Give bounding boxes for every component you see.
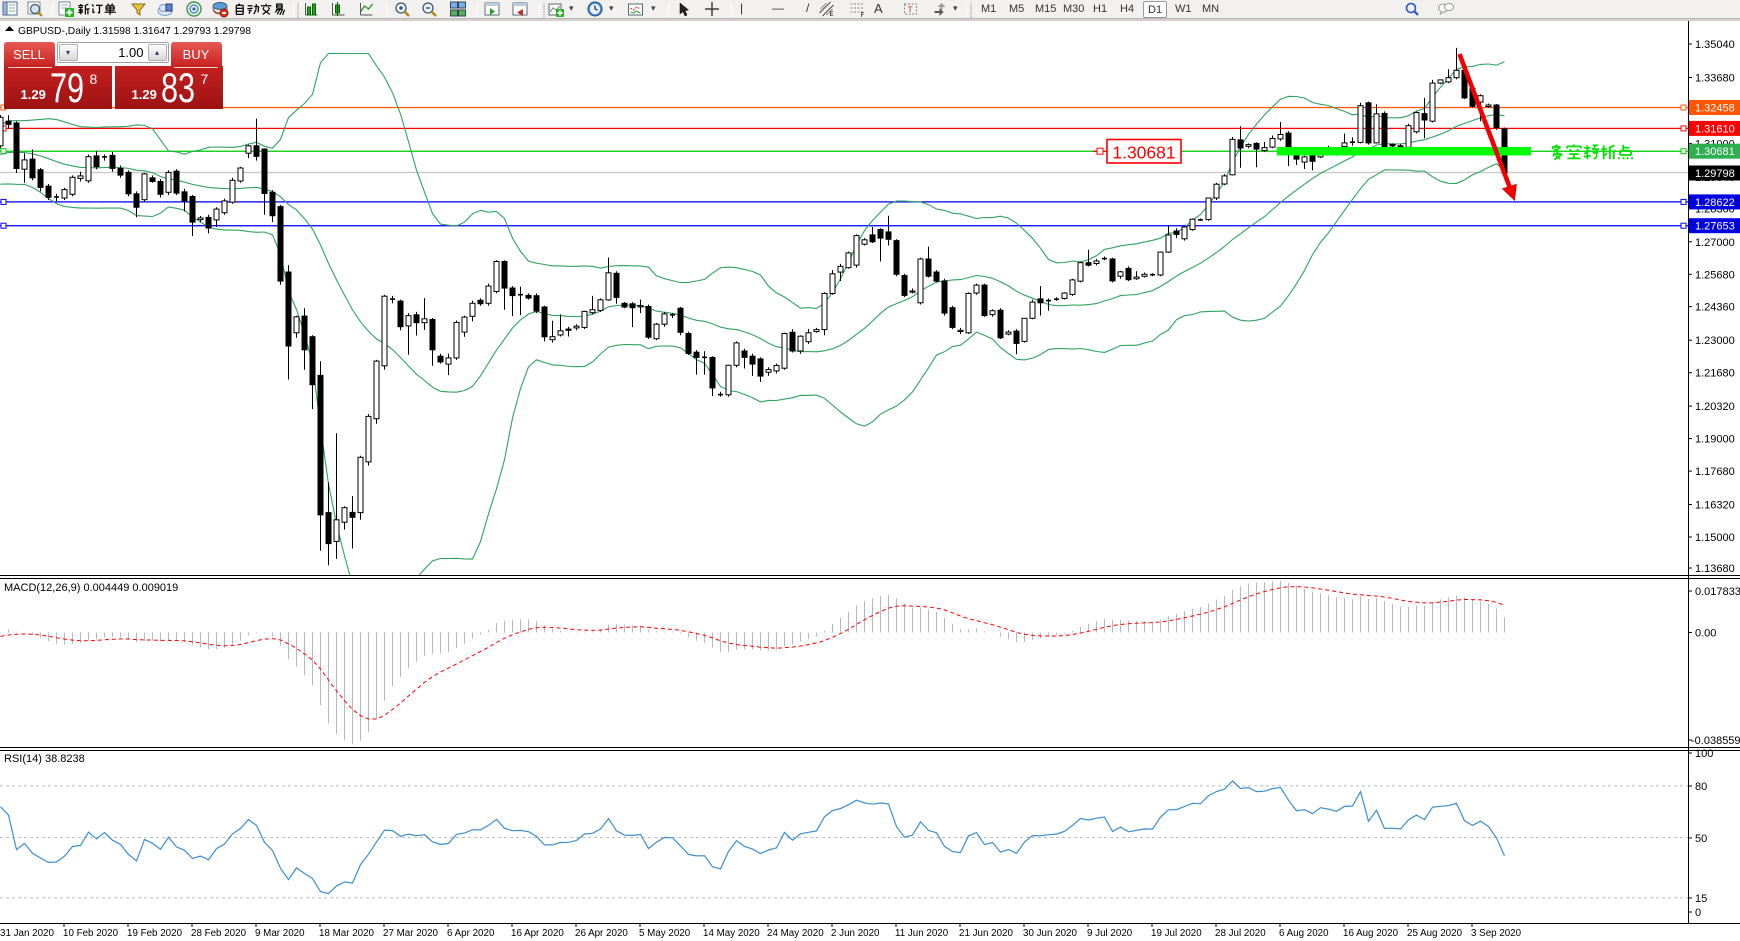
svg-text:-0.038559: -0.038559: [1691, 735, 1740, 747]
svg-text:1.30681: 1.30681: [1695, 146, 1735, 158]
svg-text:1.27653: 1.27653: [1695, 221, 1735, 233]
svg-text:30 Jun 2020: 30 Jun 2020: [1023, 928, 1077, 939]
svg-text:2 Jun 2020: 2 Jun 2020: [831, 928, 880, 939]
svg-text:1.31610: 1.31610: [1695, 123, 1735, 135]
svg-text:14 May 2020: 14 May 2020: [703, 928, 760, 939]
svg-text:28 Jul 2020: 28 Jul 2020: [1215, 928, 1266, 939]
svg-text:3 Sep 2020: 3 Sep 2020: [1471, 928, 1522, 939]
svg-text:31 Jan 2020: 31 Jan 2020: [0, 928, 54, 939]
svg-text:1.17680: 1.17680: [1695, 466, 1735, 478]
svg-text:1.21680: 1.21680: [1695, 368, 1735, 380]
svg-text:24 May 2020: 24 May 2020: [767, 928, 824, 939]
svg-text:16 Aug 2020: 16 Aug 2020: [1343, 928, 1399, 939]
svg-text:T: T: [908, 5, 913, 15]
svg-text:1.16320: 1.16320: [1695, 500, 1735, 512]
svg-text:1.13680: 1.13680: [1695, 563, 1735, 575]
svg-text:19 Jul 2020: 19 Jul 2020: [1151, 928, 1202, 939]
svg-text:E: E: [830, 12, 834, 18]
svg-text:100: 100: [1695, 748, 1713, 760]
svg-text:6 Apr 2020: 6 Apr 2020: [447, 928, 495, 939]
svg-text:0: 0: [1695, 907, 1701, 919]
svg-text:GBPUSD-,Daily 1.31598 1.31647: GBPUSD-,Daily 1.31598 1.31647 1.29793 1.…: [18, 26, 251, 37]
svg-text:1.28622: 1.28622: [1695, 197, 1735, 209]
svg-text:1.30681: 1.30681: [1112, 143, 1175, 163]
svg-text:1.27000: 1.27000: [1695, 237, 1735, 249]
svg-text:9 Mar 2020: 9 Mar 2020: [255, 928, 305, 939]
svg-text:MACD(12,26,9) 0.004449 0.00901: MACD(12,26,9) 0.004449 0.009019: [4, 582, 178, 594]
svg-text:0.00: 0.00: [1695, 628, 1716, 640]
svg-text:RSI(14) 38.8238: RSI(14) 38.8238: [4, 753, 85, 765]
svg-text:25 Aug 2020: 25 Aug 2020: [1407, 928, 1463, 939]
svg-text:21 Jun 2020: 21 Jun 2020: [959, 928, 1013, 939]
svg-text:1.15000: 1.15000: [1695, 532, 1735, 544]
svg-text:1.24360: 1.24360: [1695, 302, 1735, 314]
svg-text:F: F: [861, 13, 865, 18]
svg-text:28 Feb 2020: 28 Feb 2020: [191, 928, 247, 939]
svg-text:19 Feb 2020: 19 Feb 2020: [127, 928, 183, 939]
svg-text:50: 50: [1695, 833, 1707, 845]
svg-text:1.35040: 1.35040: [1695, 39, 1735, 51]
svg-text:16 Apr 2020: 16 Apr 2020: [511, 928, 564, 939]
svg-text:27 Mar 2020: 27 Mar 2020: [383, 928, 439, 939]
svg-text:0.017833: 0.017833: [1695, 586, 1740, 598]
svg-text:26 Apr 2020: 26 Apr 2020: [575, 928, 628, 939]
svg-text:18 Mar 2020: 18 Mar 2020: [319, 928, 375, 939]
svg-text:6 Aug 2020: 6 Aug 2020: [1279, 928, 1329, 939]
svg-text:11 Jun 2020: 11 Jun 2020: [895, 928, 949, 939]
svg-text:1.23000: 1.23000: [1695, 335, 1735, 347]
svg-text:80: 80: [1695, 781, 1707, 793]
svg-text:1.25680: 1.25680: [1695, 269, 1735, 281]
svg-text:15: 15: [1695, 893, 1707, 905]
svg-text:9 Jul 2020: 9 Jul 2020: [1087, 928, 1133, 939]
svg-text:1.29798: 1.29798: [1695, 168, 1735, 180]
svg-text:1.19000: 1.19000: [1695, 434, 1735, 446]
svg-text:1.32458: 1.32458: [1695, 103, 1735, 115]
svg-text:5 May 2020: 5 May 2020: [639, 928, 691, 939]
svg-text:1.20320: 1.20320: [1695, 401, 1735, 413]
svg-text:1.33680: 1.33680: [1695, 73, 1735, 85]
svg-text:10 Feb 2020: 10 Feb 2020: [63, 928, 119, 939]
